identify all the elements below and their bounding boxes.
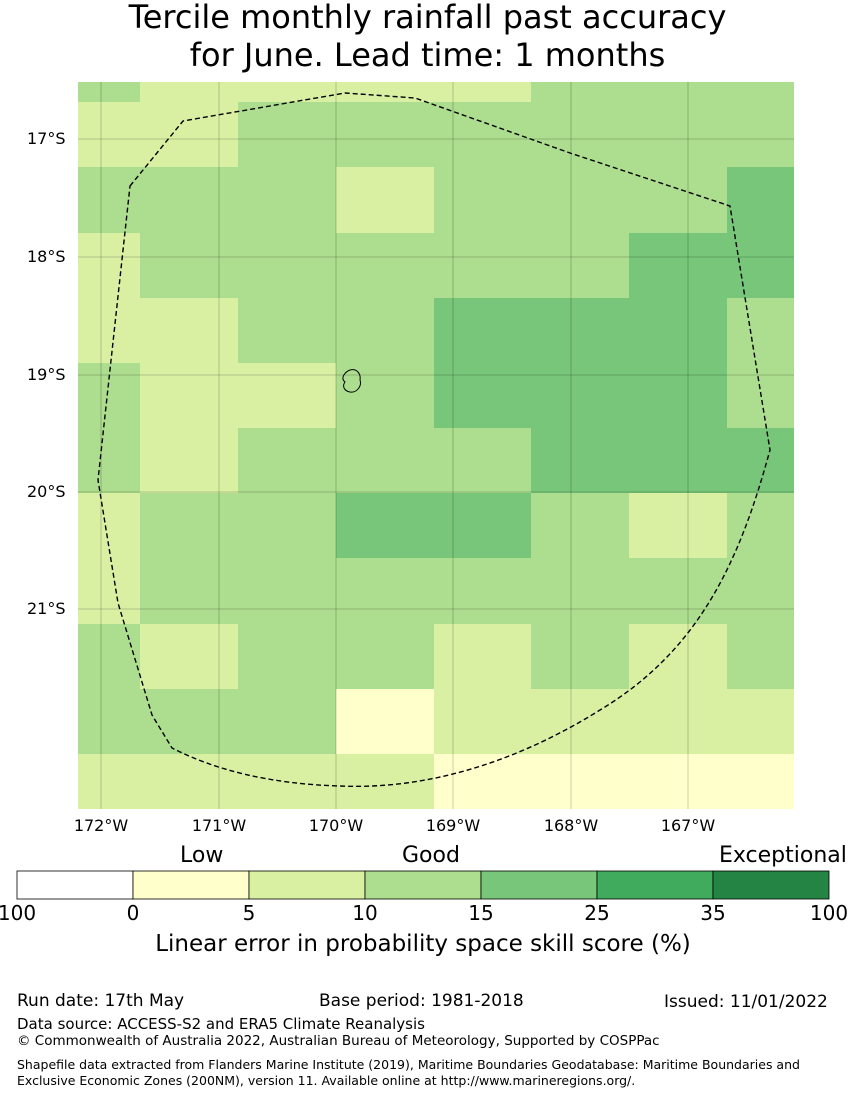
grid-cell xyxy=(78,689,336,754)
grid-cell xyxy=(531,493,629,558)
colorbar-swatch xyxy=(596,870,714,900)
category-label-exceptional: Exceptional xyxy=(719,843,847,868)
colorbar-tick-7: 100 xyxy=(809,901,849,925)
lon-label-171w: 171°W xyxy=(191,816,247,835)
lon-label-170w: 170°W xyxy=(308,816,364,835)
grid-cell xyxy=(727,428,794,493)
shapefile-credit: Shapefile data extracted from Flanders M… xyxy=(17,1057,800,1088)
grid-cell xyxy=(727,298,794,428)
grid-cell xyxy=(434,624,531,689)
colorbar-swatch xyxy=(364,870,482,900)
grid-cell xyxy=(78,102,238,167)
island-outline xyxy=(342,369,361,393)
grid-cell xyxy=(629,82,794,102)
grid-cell xyxy=(78,363,140,428)
lat-label-20s: 20°S xyxy=(27,482,66,501)
grid-cell xyxy=(78,233,140,298)
colorbar-tick-5: 25 xyxy=(584,901,610,925)
colorbar-swatch xyxy=(132,870,250,900)
colorbar-swatch xyxy=(248,870,366,900)
grid-cell xyxy=(140,428,238,493)
colorbar xyxy=(16,870,830,900)
colorbar-tick-6: 35 xyxy=(700,901,726,925)
grid-cell xyxy=(629,233,727,298)
grid-cell xyxy=(434,167,727,233)
grid-cell xyxy=(434,363,727,428)
grid-cell xyxy=(78,298,238,363)
grid-cell xyxy=(238,298,434,363)
grid-cell xyxy=(531,428,727,493)
grid-cell xyxy=(140,82,531,102)
data-source: Data source: ACCESS-S2 and ERA5 Climate … xyxy=(17,1015,425,1033)
grid-cell xyxy=(336,493,531,558)
issued-date: Issued: 11/01/2022 xyxy=(664,992,828,1012)
colorbar-tick-4: 15 xyxy=(468,901,494,925)
colorbar-title: Linear error in probability space skill … xyxy=(155,931,691,957)
lon-label-172w: 172°W xyxy=(73,816,129,835)
grid-cell xyxy=(629,493,727,558)
grid-cell xyxy=(727,167,794,298)
lon-label-167w: 167°W xyxy=(660,816,716,835)
grid-cell xyxy=(336,363,434,428)
grid-cell xyxy=(727,493,794,624)
base-period: Base period: 1981-2018 xyxy=(319,991,524,1011)
lat-label-19s: 19°S xyxy=(27,365,66,384)
grid-cell xyxy=(78,82,140,102)
lat-label-18s: 18°S xyxy=(27,247,66,266)
grid-cell xyxy=(140,493,336,558)
grid-cell xyxy=(140,624,238,689)
lat-label-21s: 21°S xyxy=(27,599,66,618)
colorbar-swatch xyxy=(712,870,830,900)
chart-title-line1: Tercile monthly rainfall past accuracy xyxy=(128,0,727,36)
category-label-low: Low xyxy=(180,843,224,868)
colorbar-tick-1: 0 xyxy=(126,901,140,925)
colorbar-swatch xyxy=(480,870,598,900)
lon-label-169w: 169°W xyxy=(425,816,481,835)
grid-cell xyxy=(78,167,336,233)
grid-cell xyxy=(78,754,434,809)
category-label-good: Good xyxy=(402,843,460,868)
eez-boundary xyxy=(97,92,771,788)
colorbar-swatch xyxy=(16,870,134,900)
colorbar-tick-3: 10 xyxy=(352,901,378,925)
grid-cell xyxy=(238,428,531,493)
grid-cell xyxy=(336,689,434,754)
chart-title-line2: for June. Lead time: 1 months xyxy=(189,36,666,74)
copyright: © Commonwealth of Australia 2022, Austra… xyxy=(17,1033,660,1049)
lon-label-168w: 168°W xyxy=(543,816,599,835)
grid-cell xyxy=(78,493,140,558)
colorbar-tick-0: 100 xyxy=(0,901,37,925)
run-date: Run date: 17th May xyxy=(17,991,185,1011)
grid-cell xyxy=(434,298,727,363)
grid-cell xyxy=(140,363,336,428)
grid-cell xyxy=(140,558,727,624)
grid-cell xyxy=(238,624,434,689)
grid-cell xyxy=(78,624,140,689)
grid-cell xyxy=(434,689,794,754)
grid-cell xyxy=(531,82,629,102)
grid-cell xyxy=(140,233,629,298)
graticule xyxy=(78,82,794,809)
grid-cell xyxy=(336,167,434,233)
grid-cell xyxy=(727,624,794,689)
grid-cell xyxy=(531,624,629,689)
grid-cell xyxy=(78,558,140,624)
grid-cells xyxy=(78,82,794,809)
grid-cell xyxy=(434,754,794,809)
grid-cell xyxy=(78,428,140,493)
lat-label-17s: 17°S xyxy=(27,129,66,148)
colorbar-tick-2: 5 xyxy=(242,901,256,925)
